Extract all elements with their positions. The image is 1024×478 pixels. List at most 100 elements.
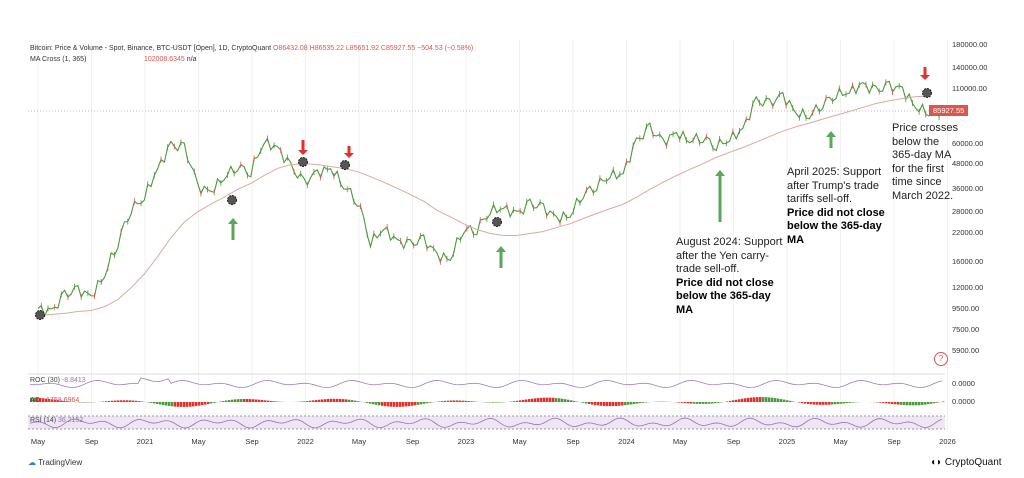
down-arrowhead-icon: [298, 150, 308, 155]
x-tick-label: Sep: [887, 437, 901, 446]
ao-bar: [456, 400, 459, 402]
ao-bar: [825, 402, 828, 405]
ao-bar: [60, 400, 63, 402]
ao-bar: [444, 400, 447, 402]
ao-bar: [261, 400, 264, 402]
ao-bar: [390, 402, 393, 407]
ao-bar: [267, 400, 270, 402]
ao-bar: [399, 402, 402, 407]
ao-bar: [36, 397, 39, 402]
ao-bar: [237, 399, 240, 402]
ao-bar: [366, 402, 369, 403]
ao-bar: [207, 402, 210, 404]
ao-bar: [225, 400, 228, 402]
ao-bar: [186, 402, 189, 407]
ao-bar: [234, 399, 237, 402]
ao-legend: AO −1758.6964: [30, 397, 79, 404]
ao-bar: [687, 402, 690, 404]
high-value: H86535.22: [309, 45, 344, 52]
ao-bar: [192, 402, 195, 407]
ao-bar: [351, 400, 354, 402]
ao-bar: [171, 402, 174, 407]
ao-bar: [921, 402, 924, 405]
ao-bar: [471, 401, 474, 402]
ao-bar: [315, 400, 318, 402]
ao-bar: [567, 399, 570, 402]
ao-bar: [894, 402, 897, 405]
symbol-title: Bitcoin: Price & Volume - Spot, Binance,…: [30, 45, 272, 52]
ao-bar: [117, 400, 120, 402]
ao-bar: [564, 399, 567, 402]
ao-bar: [690, 402, 693, 404]
ao-bar: [549, 397, 552, 402]
ao-bar: [738, 399, 741, 402]
ao-bar: [537, 398, 540, 402]
ao-bar: [819, 402, 822, 405]
ao-bar: [276, 401, 279, 402]
ao-bar: [342, 399, 345, 402]
ao-bar: [906, 402, 909, 406]
x-tick-label: May: [672, 437, 688, 446]
ao-bar: [123, 400, 126, 402]
tradingview-label: TradingView: [38, 458, 83, 467]
ma-na: n/a: [186, 56, 197, 63]
ao-bar: [897, 402, 900, 405]
ao-bar: [462, 400, 465, 402]
ao-bar: [585, 402, 588, 404]
ao-bar: [933, 402, 936, 404]
ao-bar: [51, 399, 54, 402]
ao-bar: [930, 402, 933, 404]
ao-bar: [270, 400, 273, 402]
ao-bar: [387, 402, 390, 407]
ao-bar: [780, 399, 783, 402]
ao-bar: [573, 400, 576, 402]
annotation-apr-2025: April 2025: Support after Trump's trade …: [787, 166, 897, 247]
price-badge: 85927.55: [929, 105, 969, 116]
ao-bar: [495, 402, 498, 403]
ao-bar: [618, 402, 621, 406]
ao-bar: [438, 401, 441, 402]
ao-bar: [591, 402, 594, 405]
x-tick-label: May: [30, 437, 46, 446]
tradingview-logo[interactable]: ☁ TradingView: [28, 458, 82, 467]
ao-bar: [405, 402, 408, 407]
ao-bar: [843, 402, 846, 404]
y-tick-label: 28000.00: [952, 206, 984, 216]
ao-bar: [630, 402, 633, 405]
ao-bar: [333, 398, 336, 402]
ao-bar: [621, 402, 624, 406]
y-tick-label: 12000.00: [952, 282, 984, 292]
x-tick-label: 2023: [457, 437, 475, 446]
ao-bar: [603, 402, 606, 406]
ao-bar: [546, 397, 549, 402]
ao-bar: [522, 399, 525, 402]
ao-bar: [255, 399, 258, 402]
ao-bar: [732, 400, 735, 402]
ao-bar: [570, 400, 573, 402]
y-tick-label: 36000.00: [952, 184, 984, 194]
roc-label: ROC (30): [30, 377, 60, 384]
ao-bar: [849, 402, 852, 403]
ao-bar: [588, 402, 591, 405]
symbol-header: Bitcoin: Price & Volume - Spot, Binance,…: [30, 45, 473, 52]
ao-bar: [756, 397, 759, 402]
price-series: [37, 80, 940, 318]
ao-bar: [561, 398, 564, 402]
ao-bar: [624, 402, 627, 406]
ao-bar: [927, 402, 930, 405]
ao-bar: [513, 401, 516, 402]
y-tick-label: 110000.00: [952, 84, 987, 94]
ao-bar: [129, 400, 132, 402]
ao-bar: [714, 402, 717, 404]
roc-axis-label: 0.0000: [952, 379, 975, 388]
ao-bar: [534, 398, 537, 402]
ao-bar: [411, 402, 414, 406]
ao-label: AO: [30, 397, 41, 404]
ao-bar: [798, 402, 801, 403]
ao-bar: [189, 402, 192, 407]
ao-bar: [597, 402, 600, 406]
help-button[interactable]: ?: [934, 352, 948, 366]
ao-bar: [684, 402, 687, 404]
ao-bar: [384, 402, 387, 407]
open-value: O86432.08: [273, 45, 308, 52]
